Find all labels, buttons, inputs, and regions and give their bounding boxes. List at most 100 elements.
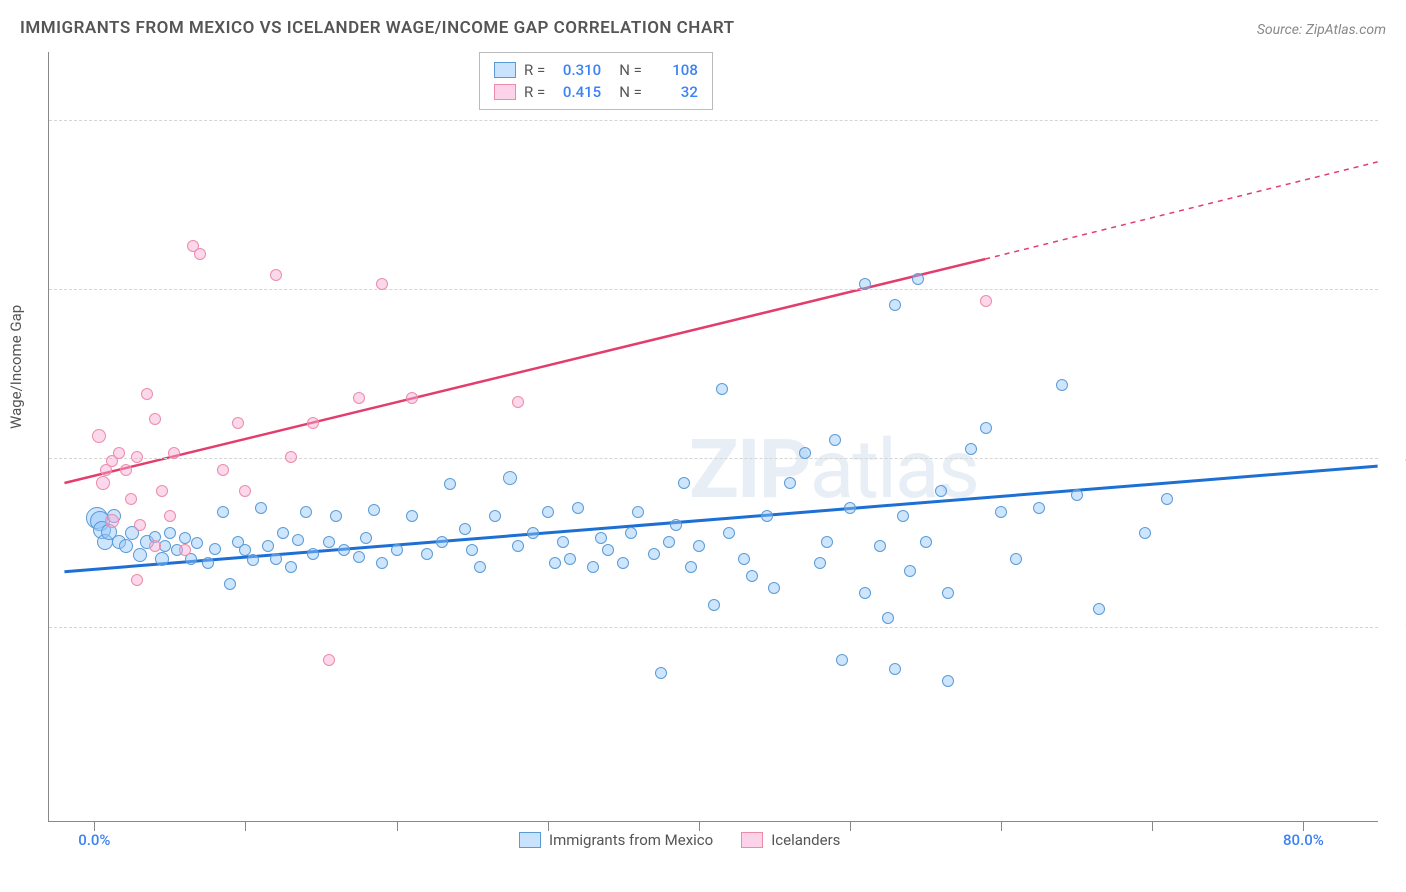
data-point bbox=[882, 612, 894, 624]
data-point bbox=[663, 536, 675, 548]
data-point bbox=[376, 278, 388, 290]
data-point bbox=[549, 557, 561, 569]
stat-n-label: N = bbox=[619, 61, 642, 79]
x-tick bbox=[699, 821, 700, 831]
legend-stat-row: R = 0.310 N = 108 bbox=[494, 59, 698, 81]
data-point bbox=[270, 553, 282, 565]
data-point bbox=[323, 536, 335, 548]
x-tick bbox=[94, 821, 95, 831]
data-point bbox=[113, 447, 125, 459]
data-point bbox=[179, 532, 191, 544]
data-point bbox=[920, 536, 932, 548]
gridline-h bbox=[49, 458, 1378, 459]
data-point bbox=[247, 554, 259, 566]
data-point bbox=[980, 295, 992, 307]
data-point bbox=[708, 599, 720, 611]
data-point bbox=[436, 536, 448, 548]
data-point bbox=[131, 574, 143, 586]
data-point bbox=[527, 527, 539, 539]
stat-n-label: N = bbox=[619, 83, 642, 101]
x-tick-label: 0.0% bbox=[78, 831, 110, 849]
data-point bbox=[406, 392, 418, 404]
data-point bbox=[125, 493, 137, 505]
x-tick bbox=[397, 821, 398, 831]
data-point bbox=[134, 519, 146, 531]
data-point bbox=[723, 527, 735, 539]
data-point bbox=[300, 506, 312, 518]
data-point bbox=[255, 502, 267, 514]
data-point bbox=[995, 506, 1007, 518]
data-point bbox=[557, 536, 569, 548]
data-point bbox=[444, 478, 456, 490]
data-point bbox=[1010, 553, 1022, 565]
legend-stat-row: R = 0.415 N = 32 bbox=[494, 81, 698, 103]
data-point bbox=[836, 654, 848, 666]
data-point bbox=[466, 544, 478, 556]
data-point bbox=[292, 534, 304, 546]
data-point bbox=[194, 248, 206, 260]
data-point bbox=[131, 451, 143, 463]
plot-area: R = 0.310 N = 108 R = 0.415 N = 32 Immig… bbox=[48, 52, 1378, 822]
data-point bbox=[564, 553, 576, 565]
data-point bbox=[421, 548, 433, 560]
data-point bbox=[285, 561, 297, 573]
data-point bbox=[149, 540, 161, 552]
data-point bbox=[814, 557, 826, 569]
gridline-h bbox=[49, 120, 1378, 121]
data-point bbox=[164, 527, 176, 539]
data-point bbox=[602, 544, 614, 556]
data-point bbox=[1161, 493, 1173, 505]
data-point bbox=[784, 477, 796, 489]
data-point bbox=[768, 582, 780, 594]
data-point bbox=[155, 552, 169, 566]
data-point bbox=[889, 299, 901, 311]
data-point bbox=[738, 553, 750, 565]
data-point bbox=[1071, 489, 1083, 501]
legend-swatch bbox=[741, 832, 763, 848]
stat-r-value: 0.310 bbox=[553, 61, 601, 79]
chart-title: IMMIGRANTS FROM MEXICO VS ICELANDER WAGE… bbox=[20, 18, 735, 38]
data-point bbox=[678, 477, 690, 489]
data-point bbox=[821, 536, 833, 548]
data-point bbox=[96, 476, 110, 490]
legend-swatch bbox=[519, 832, 541, 848]
gridline-h bbox=[49, 627, 1378, 628]
data-point bbox=[353, 551, 365, 563]
data-point bbox=[912, 273, 924, 285]
data-point bbox=[965, 443, 977, 455]
data-point bbox=[1033, 502, 1045, 514]
data-point bbox=[133, 548, 147, 562]
data-point bbox=[164, 510, 176, 522]
data-point bbox=[338, 544, 350, 556]
data-point bbox=[277, 527, 289, 539]
data-point bbox=[889, 663, 901, 675]
data-point bbox=[632, 506, 644, 518]
data-point bbox=[489, 510, 501, 522]
data-point bbox=[262, 540, 274, 552]
data-point bbox=[376, 557, 388, 569]
data-point bbox=[307, 417, 319, 429]
data-point bbox=[761, 510, 773, 522]
data-point bbox=[391, 544, 403, 556]
trend-lines bbox=[49, 52, 1378, 821]
data-point bbox=[512, 540, 524, 552]
data-point bbox=[119, 539, 133, 553]
data-point bbox=[285, 451, 297, 463]
stat-n-value: 108 bbox=[650, 61, 698, 79]
data-point bbox=[232, 417, 244, 429]
data-point bbox=[572, 502, 584, 514]
stat-n-value: 32 bbox=[650, 83, 698, 101]
data-point bbox=[179, 544, 191, 556]
data-point bbox=[1056, 379, 1068, 391]
data-point bbox=[307, 548, 319, 560]
data-point bbox=[542, 506, 554, 518]
data-point bbox=[270, 269, 282, 281]
data-point bbox=[655, 667, 667, 679]
data-point bbox=[239, 485, 251, 497]
data-point bbox=[360, 532, 372, 544]
gridline-h bbox=[49, 289, 1378, 290]
data-point bbox=[617, 557, 629, 569]
legend-series: Immigrants from Mexico Icelanders bbox=[519, 831, 840, 849]
data-point bbox=[202, 557, 214, 569]
data-point bbox=[1139, 527, 1151, 539]
